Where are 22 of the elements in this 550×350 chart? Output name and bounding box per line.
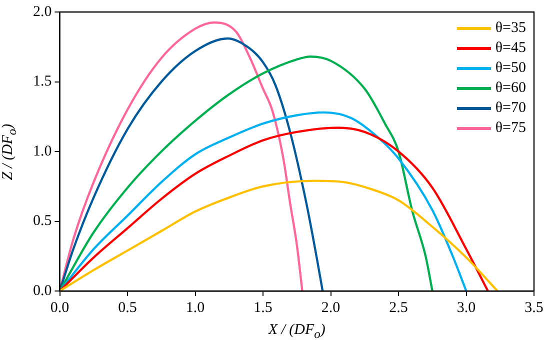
x-tick-label: 2.5 — [389, 300, 408, 316]
x-tick-label: 0.0 — [50, 300, 70, 316]
legend-label: θ=70 — [495, 99, 526, 118]
y-tick-label: 1.0 — [33, 143, 52, 160]
x-tick-label: 3.0 — [456, 300, 476, 316]
line-series — [60, 56, 434, 291]
legend-label: θ=50 — [495, 59, 526, 78]
legend-label: θ=75 — [495, 119, 526, 138]
x-tick-label: 3.5 — [524, 300, 544, 316]
x-axis-title: X / (DF$_{o}$) — [267, 322, 326, 342]
x-tick-label: 1.5 — [254, 300, 272, 316]
x-tick-label: 0.5 — [118, 300, 137, 316]
x-tick-label: 1.0 — [186, 300, 205, 316]
legend-label: θ=60 — [495, 79, 526, 98]
y-tick-label: 0.0 — [33, 282, 52, 299]
line-series — [60, 180, 499, 291]
y-tick-label: 2.0 — [33, 4, 52, 20]
y-tick-label: 1.5 — [33, 74, 52, 90]
y-tick-label: 0.5 — [33, 213, 52, 230]
legend-label: θ=35 — [495, 19, 526, 38]
legend-label: θ=45 — [495, 39, 526, 58]
x-tick-label: 2.0 — [321, 300, 340, 316]
